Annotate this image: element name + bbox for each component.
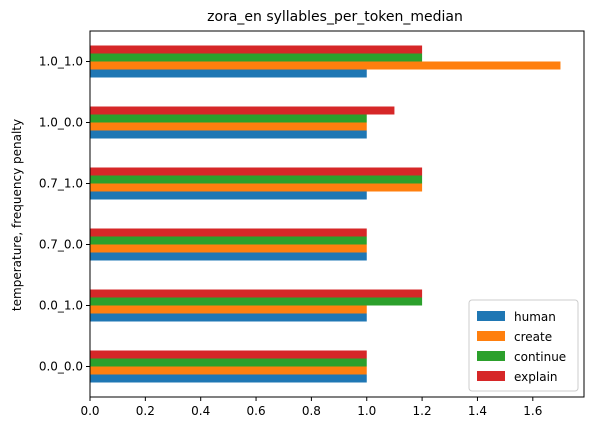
plot-area: 0.0_0.0 0.0_1.0 0.7_0.0 0.7_1.0 1.0_0.0 1.0_1… xyxy=(39,45,561,418)
y-axis-label: temperature, frequency penalty xyxy=(10,119,24,311)
y-tick-label: 1.0_0.0 xyxy=(39,116,83,130)
y-tick-label: 0.7_1.0 xyxy=(39,177,83,191)
bar-human-0.0_1.0 xyxy=(90,313,367,322)
legend-label-create: create xyxy=(514,330,552,344)
bar-human-0.0_0.0 xyxy=(90,374,367,383)
legend-label-explain: explain xyxy=(514,370,558,384)
legend-box xyxy=(468,299,579,392)
bar-human-0.7_1.0 xyxy=(90,191,367,200)
x-tick-label: 0.6 xyxy=(247,404,266,418)
bar-human-0.7_0.0 xyxy=(90,252,367,261)
legend-label-continue: continue xyxy=(514,350,566,364)
x-tick-label: 0.2 xyxy=(136,404,155,418)
bar-continue-1.0_0.0 xyxy=(90,114,367,123)
y-tick-label: 0.7_0.0 xyxy=(39,238,83,252)
bar-create-1.0_0.0 xyxy=(90,122,367,131)
legend: human create continue explain xyxy=(468,299,579,392)
x-tick-label: 0.4 xyxy=(191,404,210,418)
bar-explain-0.0_0.0 xyxy=(90,350,367,359)
bar-continue-0.7_1.0 xyxy=(90,175,423,184)
plot-frame xyxy=(89,30,585,398)
x-tick-label: 0.0 xyxy=(80,404,99,418)
bar-explain-1.0_1.0 xyxy=(90,45,423,54)
legend-label-human: human xyxy=(514,310,556,324)
chart-title: zora_en syllables_per_token_median xyxy=(207,9,463,25)
bar-create-0.0_0.0 xyxy=(90,366,367,375)
y-tick-label: 0.0_1.0 xyxy=(39,299,83,313)
bar-explain-0.7_1.0 xyxy=(90,167,423,176)
legend-swatch-create xyxy=(477,331,505,341)
legend-swatch-continue xyxy=(477,351,505,361)
x-tick-label: 1.6 xyxy=(523,404,542,418)
legend-swatch-explain xyxy=(477,371,505,381)
bar-explain-1.0_0.0 xyxy=(90,106,395,115)
legend-swatch-human xyxy=(477,311,505,321)
x-tick-label: 1.4 xyxy=(468,404,487,418)
x-tick-label: 1.2 xyxy=(413,404,432,418)
x-tick-label: 0.8 xyxy=(302,404,321,418)
bar-continue-0.0_1.0 xyxy=(90,297,423,306)
bar-create-1.0_1.0 xyxy=(90,61,561,70)
bar-continue-0.7_0.0 xyxy=(90,236,367,245)
bar-create-0.7_0.0 xyxy=(90,244,367,253)
bar-continue-1.0_1.0 xyxy=(90,53,423,62)
y-tick-label: 0.0_0.0 xyxy=(39,360,83,374)
bar-human-1.0_0.0 xyxy=(90,130,367,139)
bar-continue-0.0_0.0 xyxy=(90,358,367,367)
x-tick-label: 1.0 xyxy=(357,404,376,418)
bar-create-0.0_1.0 xyxy=(90,305,367,314)
bar-explain-0.0_1.0 xyxy=(90,289,423,298)
y-tick-label: 1.0_1.0 xyxy=(39,55,83,69)
bar-explain-0.7_0.0 xyxy=(90,228,367,237)
bar-human-1.0_1.0 xyxy=(90,69,367,78)
bar-create-0.7_1.0 xyxy=(90,183,423,192)
